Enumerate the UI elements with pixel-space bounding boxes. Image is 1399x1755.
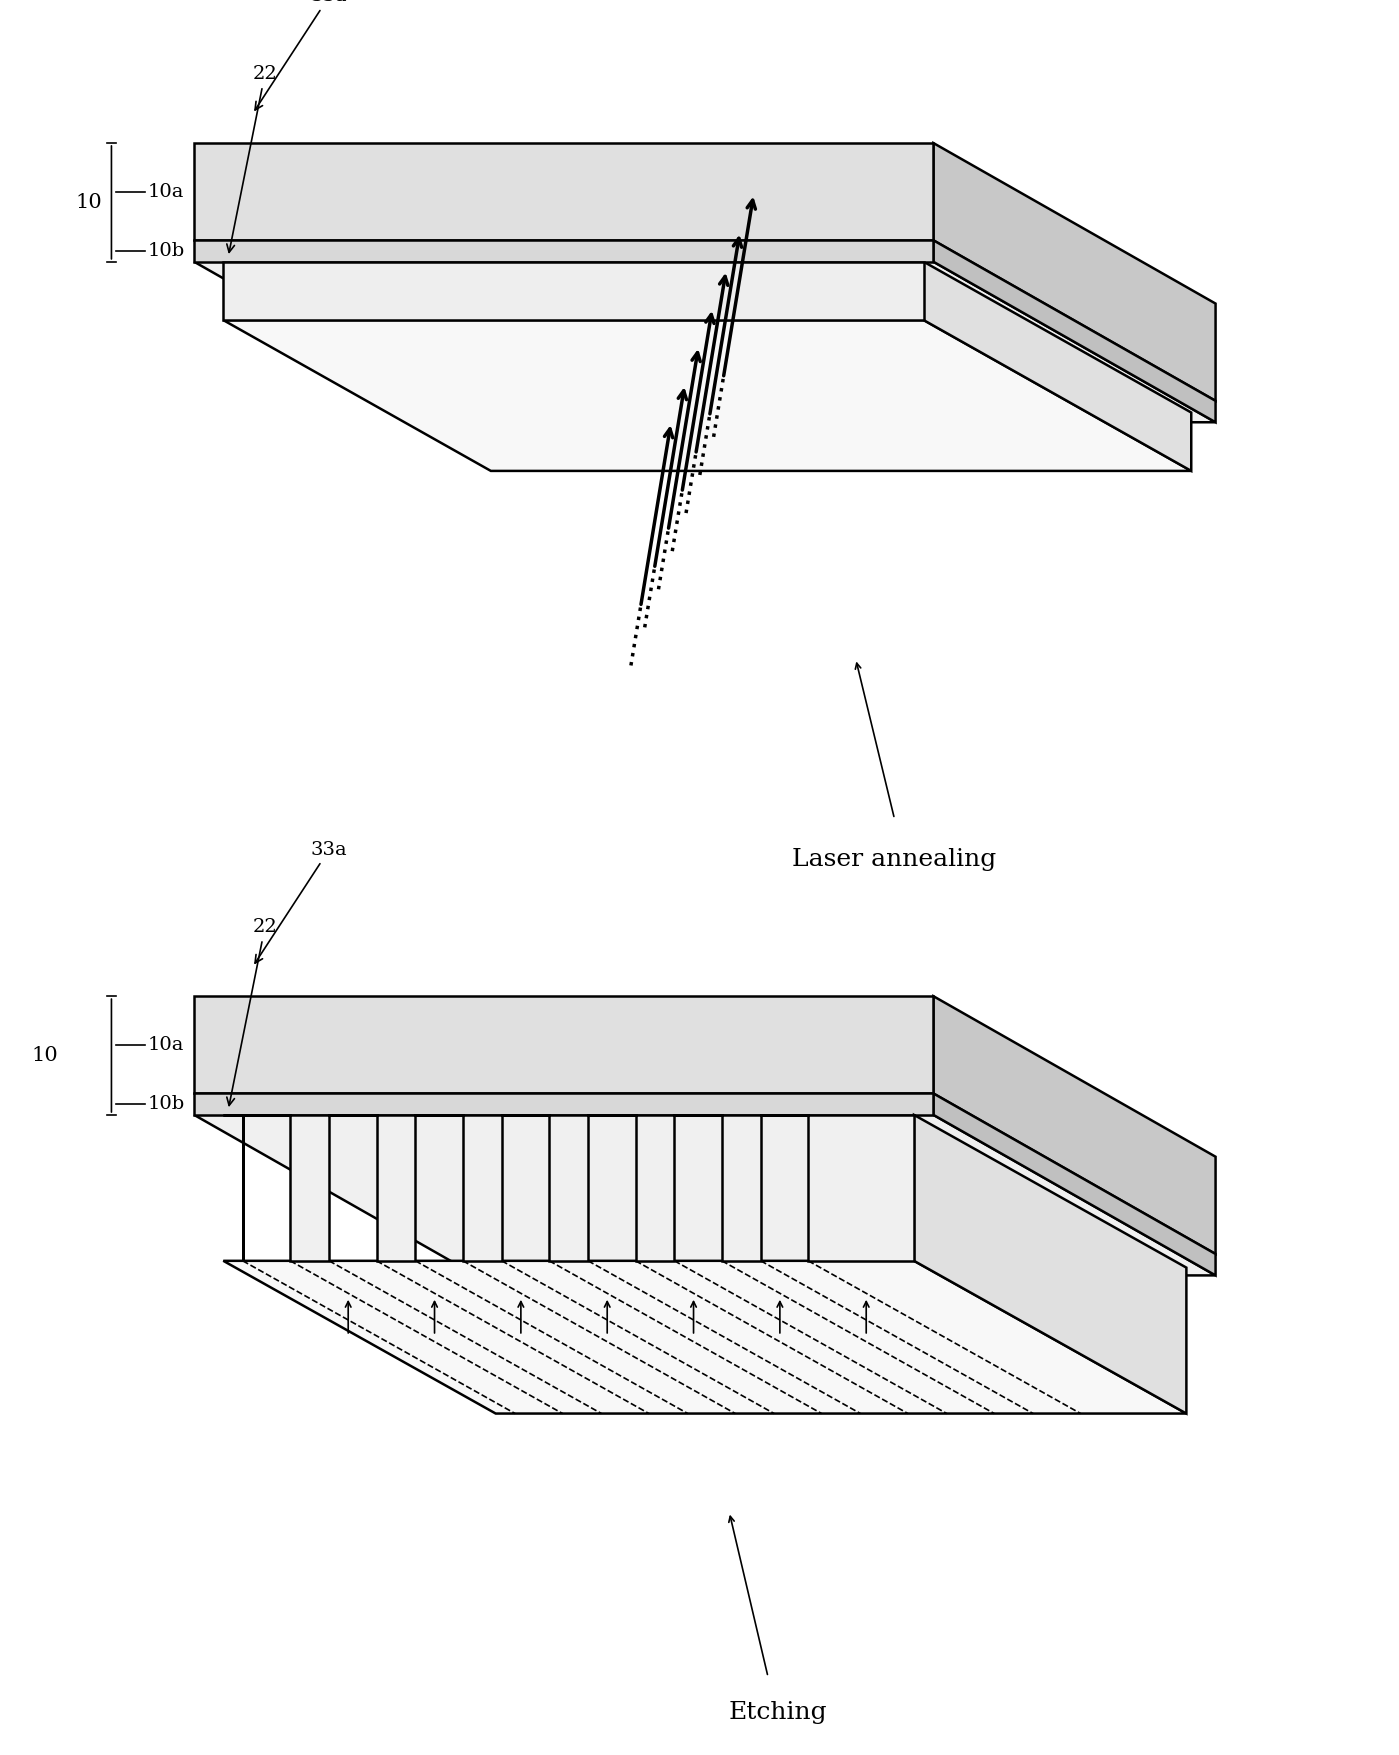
- Text: 10b: 10b: [147, 242, 185, 260]
- Polygon shape: [194, 1114, 1216, 1276]
- Polygon shape: [224, 319, 1192, 470]
- Text: 10: 10: [76, 193, 102, 212]
- Polygon shape: [224, 1114, 914, 1260]
- Text: 10b: 10b: [147, 1095, 185, 1113]
- Polygon shape: [933, 240, 1216, 423]
- Text: 33a: 33a: [255, 0, 347, 111]
- Polygon shape: [923, 261, 1192, 470]
- Polygon shape: [194, 997, 933, 1093]
- Text: Laser annealing: Laser annealing: [792, 848, 996, 870]
- Polygon shape: [194, 240, 1216, 400]
- Text: Etching: Etching: [729, 1702, 827, 1725]
- Polygon shape: [933, 997, 1216, 1255]
- Polygon shape: [194, 1093, 1216, 1255]
- Text: 10a: 10a: [147, 183, 183, 200]
- Polygon shape: [933, 144, 1216, 400]
- Polygon shape: [194, 1093, 933, 1114]
- Text: 22: 22: [227, 65, 277, 253]
- Text: 10: 10: [31, 1046, 57, 1065]
- Polygon shape: [933, 1093, 1216, 1276]
- Text: 10a: 10a: [147, 1035, 183, 1053]
- Text: 22: 22: [227, 918, 277, 1106]
- Polygon shape: [194, 261, 1216, 423]
- Polygon shape: [194, 144, 933, 240]
- Text: 33a: 33a: [255, 841, 347, 963]
- Polygon shape: [194, 240, 933, 261]
- Polygon shape: [224, 261, 923, 319]
- Polygon shape: [224, 1260, 1186, 1413]
- Polygon shape: [914, 1114, 1186, 1413]
